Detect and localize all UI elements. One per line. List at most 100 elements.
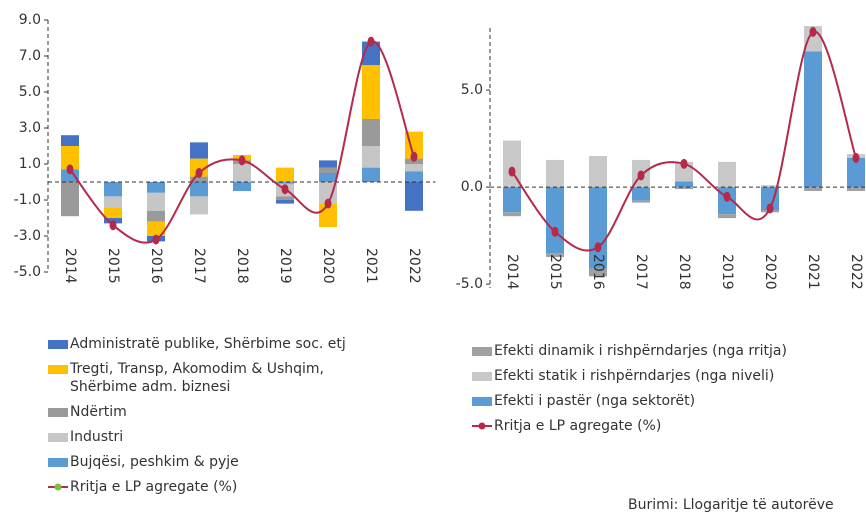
bar-segment: [362, 167, 380, 182]
line-marker: [281, 184, 289, 195]
legend-swatch: [472, 372, 492, 381]
bar-segment: [362, 146, 380, 168]
legend-item: Efekti statik i rishpërndarjes (nga nive…: [472, 367, 852, 385]
bar-segment: [61, 169, 79, 182]
bar-segment: [61, 146, 79, 170]
x-tick-label: 2020: [762, 254, 778, 290]
bar-segment: [276, 167, 294, 182]
legend-label: Rritja e LP agregate (%): [70, 479, 238, 495]
source: Burimi: Llogaritje të autorëve: [628, 497, 834, 513]
y-tick-label: 7.0: [19, 48, 41, 64]
bar-segment: [319, 160, 337, 168]
bar-segment: [804, 51, 822, 188]
y-tick-label: 9.0: [19, 12, 41, 28]
y-tick-label: -5.0: [456, 276, 483, 292]
legend-item: Administratë publike, Shërbime soc. etj: [48, 335, 378, 353]
line-marker: [367, 36, 375, 47]
legend-item: Ndërtim: [48, 403, 378, 421]
bar-segment: [546, 187, 564, 254]
legend-swatch: [48, 458, 68, 467]
legend-label: Bujqësi, peshkim & pyje: [70, 454, 239, 470]
bar-segment: [718, 214, 736, 219]
y-tick-label: 0.0: [461, 179, 483, 195]
line-marker: [551, 226, 559, 237]
line-marker: [852, 153, 860, 163]
x-tick-label: 2017: [191, 248, 207, 284]
bar-segment: [276, 200, 294, 204]
legend-swatch: [472, 397, 492, 406]
bar-segment: [104, 182, 122, 197]
bar-segment: [147, 192, 165, 211]
bar-segment: [632, 200, 650, 203]
bar-segment: [362, 65, 380, 119]
line-marker: [152, 234, 160, 245]
bar-segment: [319, 167, 337, 173]
x-tick-label: 2014: [504, 254, 520, 290]
line-marker: [680, 158, 688, 169]
bar-segment: [190, 142, 208, 159]
legend-item: Rritja e LP agregate (%): [48, 478, 378, 496]
bar-segment: [104, 207, 122, 218]
legend-marker: [54, 483, 62, 491]
line-marker: [723, 191, 731, 202]
bar-segment: [190, 158, 208, 177]
bar-segment: [503, 212, 521, 217]
x-tick-label: 2016: [590, 254, 606, 290]
x-tick-label: 2015: [547, 254, 563, 290]
legend-item: Efekti i pastër (nga sektorët): [472, 392, 852, 410]
bar-segment: [675, 187, 693, 190]
bar-segment: [847, 158, 865, 188]
line-marker: [508, 166, 516, 177]
bar-segment: [147, 210, 165, 222]
bar-segment: [589, 187, 607, 269]
legend-label: Ndërtim: [70, 404, 127, 420]
legend-swatch: [48, 433, 68, 442]
bar-segment: [190, 196, 208, 215]
bar-segment: [233, 182, 251, 191]
line-marker: [324, 198, 332, 209]
bar-segment: [147, 182, 165, 193]
bar-segment: [405, 171, 423, 182]
legend-label: Efekti statik i rishpërndarjes (nga nive…: [494, 368, 775, 384]
bar-segment: [804, 187, 822, 191]
legend-label: Tregti, Transp, Akomodim & Ushqim, Shërb…: [70, 361, 324, 395]
legend-item: Industri: [48, 428, 378, 446]
x-tick-label: 2016: [148, 248, 164, 284]
bar-segment: [276, 182, 294, 184]
x-tick-label: 2015: [105, 248, 121, 284]
bar-segment: [718, 161, 736, 188]
x-tick-label: 2014: [62, 248, 78, 284]
legend-swatch: [48, 340, 68, 349]
bar-segment: [190, 176, 208, 182]
line-marker: [66, 164, 74, 175]
line-marker: [195, 168, 203, 178]
bar-segment: [847, 187, 865, 191]
bar-segment: [589, 156, 607, 188]
legend-label: Efekti dinamik i rishpërndarjes (nga rri…: [494, 343, 787, 359]
legend-swatch: [472, 347, 492, 356]
x-tick-label: 2017: [633, 254, 649, 290]
bar-segment: [503, 140, 521, 188]
bar-segment: [276, 196, 294, 200]
line-marker: [410, 151, 418, 162]
y-tick-label: 1.0: [19, 156, 41, 172]
bar-segment: [319, 182, 337, 204]
bar-segment: [319, 173, 337, 182]
legend-left: Administratë publike, Shërbime soc. etj T…: [48, 335, 378, 503]
x-tick-label: 2019: [277, 248, 293, 284]
x-tick-label: 2019: [719, 254, 735, 290]
bar-segment: [546, 253, 564, 257]
x-tick-label: 2021: [363, 248, 379, 284]
legend-label: Efekti i pastër (nga sektorët): [494, 393, 696, 409]
legend-label: Rritja e LP agregate (%): [494, 418, 662, 434]
bar-segment: [589, 268, 607, 277]
bar-segment: [405, 182, 423, 211]
legend-label: Industri: [70, 429, 124, 445]
bar-segment: [632, 187, 650, 201]
line-marker: [594, 242, 602, 253]
legend-swatch: [48, 408, 68, 417]
line-marker: [637, 170, 645, 181]
legend-right: Efekti dinamik i rishpërndarjes (nga rri…: [472, 342, 852, 442]
x-tick-label: 2021: [805, 254, 821, 290]
